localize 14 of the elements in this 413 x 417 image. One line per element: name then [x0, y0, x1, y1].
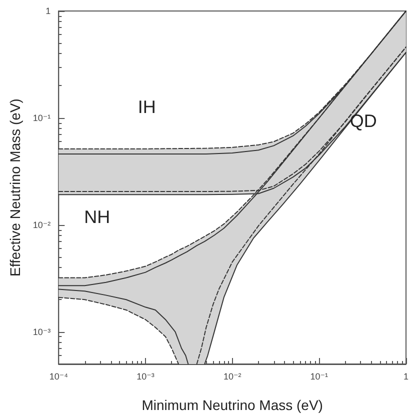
- y-axis-title: Effective Neutrino Mass (eV): [7, 98, 23, 276]
- x-axis-title: Minimum Neutrino Mass (eV): [142, 397, 323, 413]
- annotation: IH: [138, 96, 156, 117]
- x-tick-label: 10⁻³: [136, 372, 154, 382]
- annotation: QD: [350, 111, 377, 132]
- x-tick-label: 1: [403, 372, 409, 382]
- y-tick-label: 10⁻¹: [32, 112, 51, 123]
- x-tick-label: 10⁻²: [223, 372, 242, 382]
- x-tick-label: 10⁻⁴: [49, 372, 68, 382]
- x-tick-label: 10⁻¹: [310, 372, 328, 382]
- annotation: NH: [84, 206, 110, 227]
- y-tick-label: 1: [46, 6, 51, 16]
- y-tick-label: 10⁻²: [32, 220, 51, 230]
- y-tick-label: 10⁻³: [32, 326, 51, 337]
